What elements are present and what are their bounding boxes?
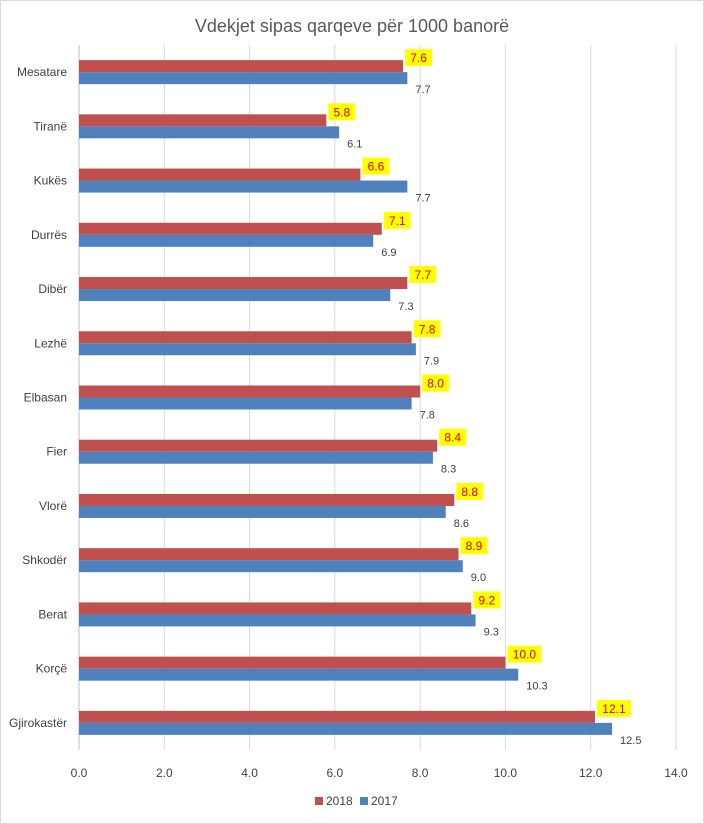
- data-label-2017: 7.3: [398, 301, 413, 313]
- bar-2018: [79, 60, 404, 73]
- data-label-highlight: [507, 645, 542, 663]
- legend-label-2017: 2017: [371, 794, 398, 808]
- bar-2017: [79, 668, 519, 681]
- bar-2017: [79, 72, 408, 85]
- data-label-highlight: [362, 157, 390, 175]
- bar-2017: [79, 343, 416, 356]
- data-label-2017: 7.8: [420, 410, 435, 422]
- category-label: Kukës: [34, 174, 67, 188]
- data-label-2017: 7.9: [424, 355, 439, 367]
- x-axis-ticks: 0.0 2.0 4.0 6.0 8.0 10.0 12.0 14.0: [71, 766, 688, 780]
- category-label: Fier: [46, 445, 67, 459]
- data-label-2017: 9.3: [484, 626, 499, 638]
- data-label-2018: 8.4: [444, 431, 461, 445]
- category-label: Gjirokastër: [9, 716, 67, 730]
- data-label-highlight: [405, 49, 433, 67]
- data-label-2018: 8.0: [427, 377, 444, 391]
- x-tick-label: 8.0: [412, 766, 429, 780]
- data-label-highlight: [409, 266, 437, 284]
- data-label-highlight: [383, 211, 411, 229]
- legend-label-2018: 2018: [326, 794, 353, 808]
- data-label-2017: 7.7: [415, 84, 430, 96]
- data-label-2017: 6.1: [347, 138, 362, 150]
- bar-2018: [79, 331, 412, 344]
- bar-2018: [79, 548, 459, 561]
- data-label-2018: 8.9: [466, 539, 483, 553]
- data-label-highlight: [413, 320, 441, 338]
- x-tick-label: 0.0: [71, 766, 88, 780]
- x-tick-label: 4.0: [241, 766, 258, 780]
- data-label-2017: 9.0: [471, 572, 486, 584]
- x-tick-label: 2.0: [156, 766, 173, 780]
- data-label-2018: 10.0: [513, 648, 537, 662]
- x-tick-label: 6.0: [327, 766, 344, 780]
- data-label-2017: 12.5: [620, 735, 641, 747]
- data-label-2017: 8.6: [454, 518, 469, 530]
- data-label-highlight: [439, 428, 467, 446]
- legend-swatch-2018: [315, 797, 323, 805]
- bar-2018: [79, 114, 327, 127]
- data-label-2018: 8.8: [461, 485, 478, 499]
- bar-2018: [79, 602, 472, 615]
- data-label-highlight: [422, 374, 450, 392]
- bar-2017: [79, 397, 412, 410]
- x-tick-label: 14.0: [664, 766, 688, 780]
- data-label-2017: 6.9: [381, 247, 396, 259]
- bar-2018: [79, 222, 382, 235]
- bar-2017: [79, 560, 463, 573]
- data-label-highlight: [456, 482, 484, 500]
- bar-2017: [79, 614, 476, 627]
- bar-2017: [79, 234, 374, 247]
- data-label-highlight: [328, 103, 356, 121]
- data-label-2018: 7.6: [410, 51, 427, 65]
- category-label: Lezhë: [34, 336, 67, 350]
- data-label-2017: 10.3: [526, 681, 547, 693]
- bar-2018: [79, 385, 421, 398]
- bar-2017: [79, 451, 433, 464]
- data-label-2017: 7.7: [415, 193, 430, 205]
- data-label-2017: 8.3: [441, 464, 456, 476]
- data-label-2018: 12.1: [602, 702, 626, 716]
- data-label-highlight: [473, 591, 501, 609]
- category-label: Mesatare: [17, 65, 67, 79]
- category-labels: Mesatare Tiranë Kukës Durrës Dibër Lezhë Elbas…: [9, 65, 68, 730]
- bar-2018: [79, 710, 595, 723]
- legend-swatch-2017: [360, 797, 368, 805]
- legend: 2018 2017: [315, 794, 398, 808]
- bar-2017: [79, 722, 613, 735]
- category-label: Elbasan: [24, 391, 67, 405]
- data-label-2018: 7.7: [415, 268, 432, 282]
- data-labels: 7.7 7.6 6.1 5.8 7.7 6.6 6.9 7.1 7.3 7.7 7.9 7.8 7.8 8…: [328, 49, 641, 747]
- bars: [79, 60, 613, 735]
- data-label-2018: 6.6: [368, 160, 385, 174]
- category-label: Durrës: [31, 228, 67, 242]
- bar-2018: [79, 439, 438, 452]
- category-label: Vlorë: [39, 499, 67, 513]
- bar-2018: [79, 493, 455, 506]
- bar-2017: [79, 180, 408, 193]
- data-label-2018: 5.8: [333, 105, 350, 119]
- bar-2018: [79, 277, 408, 290]
- bar-2018: [79, 656, 506, 669]
- data-label-highlight: [596, 699, 631, 717]
- data-label-2018: 7.8: [419, 322, 436, 336]
- bar-2018: [79, 168, 361, 181]
- category-label: Shkodër: [22, 553, 67, 567]
- category-label: Korçë: [36, 662, 68, 676]
- x-tick-label: 10.0: [494, 766, 518, 780]
- bar-2017: [79, 505, 446, 518]
- category-label: Dibër: [38, 282, 67, 296]
- category-label: Tiranë: [33, 119, 67, 133]
- data-label-highlight: [460, 537, 488, 555]
- data-label-2018: 9.2: [478, 593, 495, 607]
- chart-title: Vdekjet sipas qarqeve për 1000 banorë: [195, 16, 509, 36]
- data-label-2018: 7.1: [389, 214, 406, 228]
- bar-2017: [79, 289, 391, 302]
- category-label: Berat: [38, 607, 67, 621]
- bar-2017: [79, 126, 340, 139]
- x-tick-label: 12.0: [579, 766, 603, 780]
